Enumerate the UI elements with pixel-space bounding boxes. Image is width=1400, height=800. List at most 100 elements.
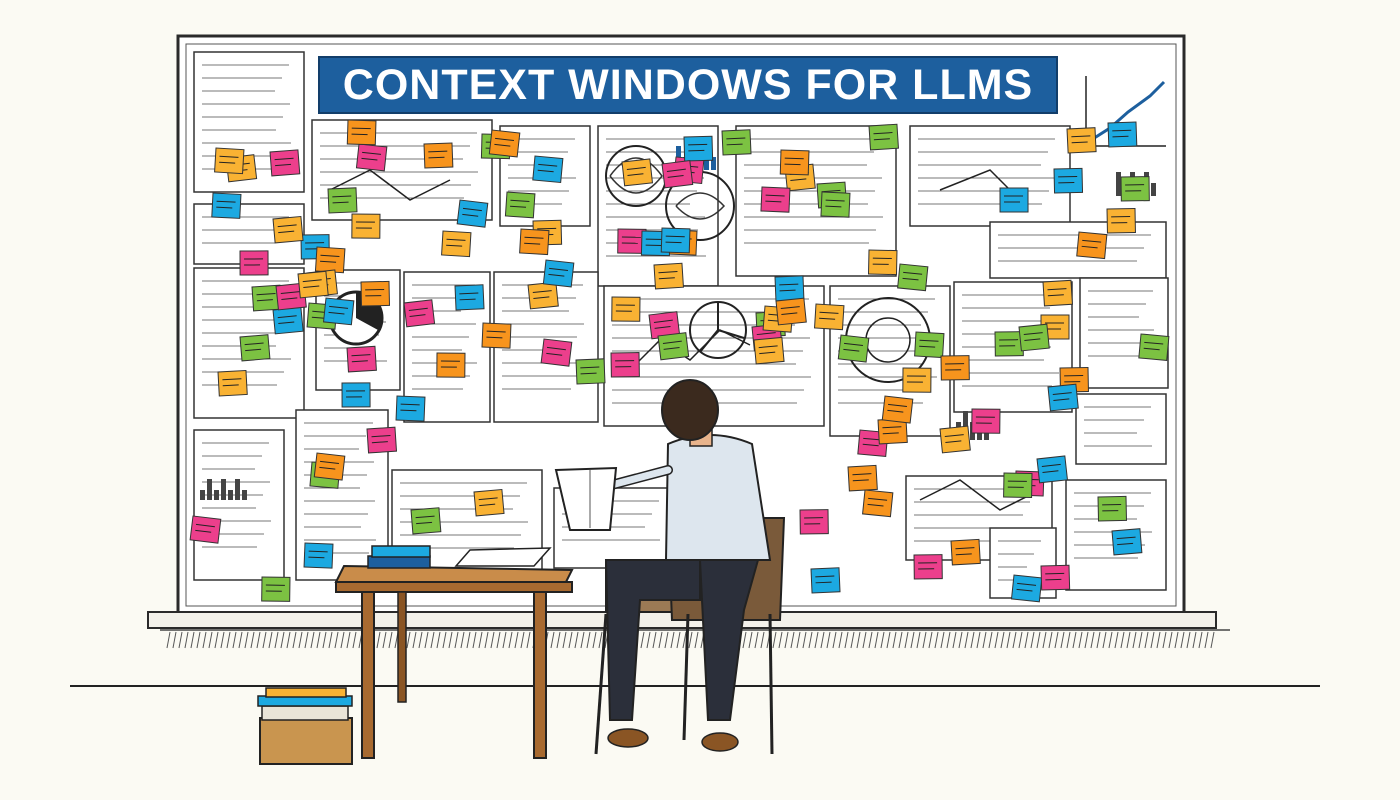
- sticky-note: [1111, 528, 1143, 556]
- sticky-note: [272, 306, 304, 335]
- floor-lines: [70, 629, 1320, 687]
- sticky-note: [971, 408, 1001, 434]
- sticky-note: [611, 296, 641, 322]
- sticky-note: [1003, 472, 1033, 498]
- sticky-note: [617, 228, 647, 254]
- sticky-note: [862, 489, 894, 518]
- sticky-note: [1106, 207, 1136, 234]
- sticky-note: [897, 263, 929, 292]
- sticky-note: [775, 297, 807, 326]
- sticky-note: [540, 338, 573, 367]
- sticky-note: [456, 199, 489, 228]
- sticky-note: [999, 187, 1029, 213]
- sticky-notes: [189, 119, 1170, 603]
- sticky-note: [1040, 564, 1071, 591]
- sticky-note: [217, 369, 248, 397]
- sticky-note: [351, 213, 381, 239]
- sticky-note: [261, 576, 291, 602]
- sticky-note: [532, 155, 564, 184]
- sticky-note: [519, 228, 550, 256]
- sticky-note: [269, 149, 301, 177]
- sticky-note: [760, 186, 791, 213]
- sticky-note: [847, 464, 878, 492]
- sticky-note: [1042, 279, 1073, 307]
- desk: [334, 545, 574, 759]
- page-title: CONTEXT WINDOWS FOR LLMS: [342, 60, 1034, 109]
- sticky-note: [313, 452, 346, 481]
- sticky-note: [774, 275, 805, 302]
- sticky-note: [683, 135, 714, 162]
- sticky-note: [653, 262, 684, 290]
- sticky-note: [799, 509, 829, 535]
- man-reading: [554, 379, 786, 755]
- sticky-note: [395, 395, 426, 422]
- sticky-note: [366, 426, 398, 454]
- sticky-note: [346, 119, 377, 146]
- sticky-note: [410, 507, 442, 535]
- sticky-note: [902, 367, 932, 393]
- sticky-note: [914, 331, 945, 359]
- sticky-note: [1053, 167, 1084, 194]
- sticky-note: [239, 250, 269, 276]
- sticky-note: [251, 284, 283, 312]
- sticky-note: [441, 230, 472, 258]
- sticky-note: [753, 336, 785, 365]
- sticky-note: [1107, 121, 1138, 148]
- title-banner: CONTEXT WINDOWS FOR LLMS: [318, 56, 1058, 114]
- sticky-note: [939, 425, 971, 454]
- sticky-note: [660, 227, 691, 254]
- sticky-note: [327, 187, 358, 214]
- sticky-note: [661, 160, 694, 189]
- sticky-note: [527, 281, 559, 310]
- sticky-note: [403, 299, 436, 328]
- sticky-note: [473, 488, 505, 517]
- sketch-panel: [193, 429, 285, 581]
- sticky-note: [542, 259, 575, 288]
- sketch-panel: [1075, 393, 1167, 465]
- sticky-note: [1010, 574, 1043, 603]
- sticky-note: [423, 142, 454, 169]
- sticky-note: [657, 332, 690, 361]
- sticky-note: [239, 334, 271, 362]
- sticky-note: [950, 538, 981, 566]
- sticky-note: [1047, 383, 1079, 412]
- sticky-note: [621, 158, 654, 187]
- sticky-note: [346, 345, 377, 373]
- sticky-note: [575, 358, 606, 385]
- sticky-note: [1066, 127, 1097, 154]
- sticky-note: [211, 192, 242, 219]
- sticky-note: [913, 554, 943, 580]
- sketch-panel: [909, 125, 1071, 227]
- sticky-note: [994, 331, 1024, 357]
- sticky-note: [820, 191, 851, 218]
- sticky-note: [779, 149, 810, 176]
- sticky-note: [881, 395, 914, 424]
- sticky-note: [1120, 176, 1150, 202]
- book-box: [257, 687, 353, 765]
- sticky-note: [297, 270, 329, 299]
- sticky-note: [341, 382, 371, 408]
- sticky-note: [868, 123, 899, 151]
- sticky-note: [648, 311, 681, 340]
- sticky-note: [214, 147, 245, 175]
- sticky-note: [355, 143, 388, 172]
- sticky-note: [837, 334, 870, 363]
- sticky-note: [940, 355, 970, 381]
- sticky-note: [721, 129, 752, 156]
- sticky-note: [322, 297, 355, 326]
- sticky-note: [189, 515, 222, 544]
- sticky-note: [1036, 455, 1069, 484]
- sketch-panel: [1079, 277, 1169, 389]
- sticky-note: [272, 215, 304, 244]
- sticky-note: [810, 567, 841, 594]
- sticky-note: [436, 352, 466, 378]
- sticky-note: [314, 246, 346, 274]
- sticky-note: [867, 249, 898, 276]
- sticky-note: [610, 352, 640, 378]
- sticky-note: [1097, 495, 1128, 522]
- sticky-note: [454, 284, 485, 311]
- sticky-note: [1076, 231, 1108, 260]
- sticky-note: [1138, 333, 1170, 361]
